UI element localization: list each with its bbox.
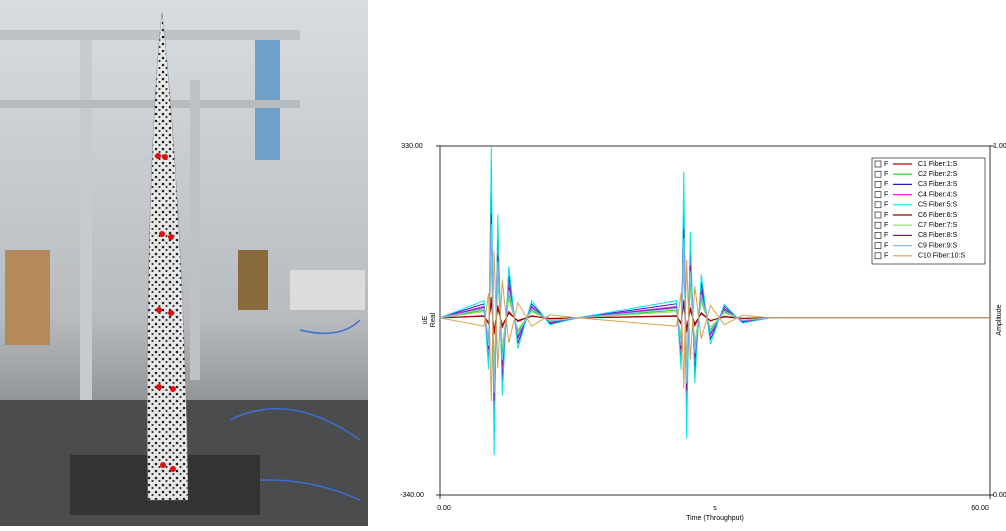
legend-label: C1 Fiber:1:S [918, 161, 958, 168]
y-unit: uE [422, 315, 429, 324]
legend-flag: F [884, 171, 888, 178]
legend-flag: F [884, 222, 888, 229]
series-line [439, 302, 990, 331]
legend-checkbox [874, 160, 882, 168]
legend [871, 157, 986, 265]
series-line [439, 145, 990, 456]
y-tick-label: 330.00 [401, 143, 423, 150]
series-line [439, 251, 990, 402]
x-tick-label: 0.00 [437, 505, 451, 512]
photo [0, 0, 368, 526]
y-axis-label: Real [430, 312, 437, 327]
legend-label: C2 Fiber:2:S [918, 171, 958, 178]
legend-label: C9 Fiber:9:S [918, 242, 958, 249]
legend-flag: F [884, 181, 888, 188]
series-line [439, 224, 990, 393]
legend-label: C10 Fiber:10:S [918, 253, 965, 260]
legend-label: C5 Fiber:5:S [918, 202, 958, 209]
legend-flag: F [884, 202, 888, 209]
y-tick-label: -340.00 [400, 492, 424, 499]
legend-checkbox [874, 252, 882, 260]
legend-flag: F [884, 253, 888, 260]
legend-checkbox [874, 191, 882, 198]
legend-flag: F [884, 242, 888, 249]
y2-tick-label: 0.00 [993, 492, 1006, 499]
legend-label: C8 Fiber:8:S [918, 232, 958, 239]
legend-checkbox [874, 201, 882, 209]
legend-flag: F [884, 191, 888, 198]
legend-flag: F [884, 232, 888, 239]
x-axis-label: Time (Throughput) [686, 515, 744, 522]
legend-label: C3 Fiber:3:S [918, 181, 958, 188]
legend-checkbox [874, 181, 882, 188]
legend-label: C7 Fiber:7:S [918, 222, 958, 229]
x-tick-label: 60.00 [971, 505, 989, 512]
x-unit: s [713, 505, 717, 512]
legend-checkbox [874, 232, 882, 239]
legend-label: C6 Fiber:6:S [918, 212, 958, 219]
legend-flag: F [884, 212, 888, 219]
y2-axis-label: Amplitude [996, 304, 1003, 335]
y2-tick-label: 1.00 [993, 143, 1006, 150]
legend-checkbox [874, 221, 882, 229]
legend-checkbox [874, 170, 882, 178]
legend-flag: F [884, 161, 888, 168]
legend-checkbox [874, 211, 882, 219]
legend-checkbox [874, 242, 882, 249]
legend-label: C4 Fiber:4:S [918, 191, 958, 198]
